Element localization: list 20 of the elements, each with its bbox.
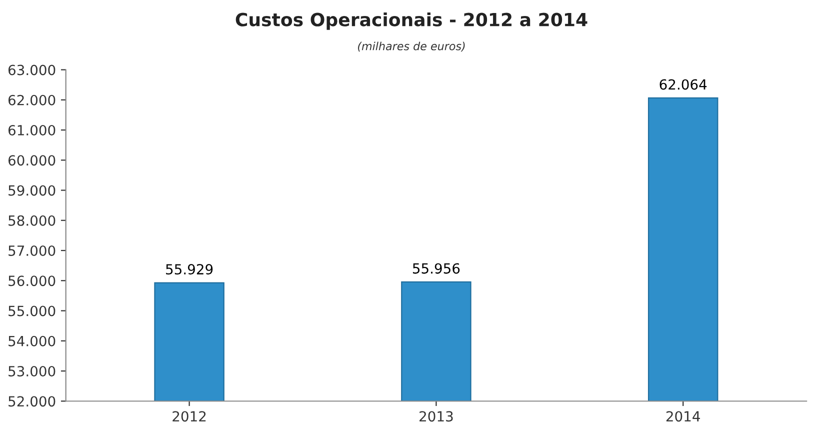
y-tick-label: 63.000	[8, 64, 56, 76]
y-tick-label: 54.000	[8, 336, 56, 346]
data-label: 62.064	[660, 79, 707, 90]
y-tick-label: 52.000	[8, 396, 56, 407]
y-tick-label: 53.000	[8, 366, 56, 376]
data-label: 55.929	[166, 264, 213, 275]
y-tick-label: 59.000	[8, 185, 56, 196]
y-tick-label: 58.000	[8, 215, 56, 226]
y-tick-label: 61.000	[8, 124, 56, 136]
y-tick-label: 56.000	[8, 276, 56, 286]
x-tick-label: 2012	[172, 411, 206, 422]
y-tick-label: 62.000	[8, 94, 56, 106]
x-tick-label: 2013	[420, 411, 453, 422]
x-tick-label: 2014	[666, 411, 700, 422]
data-label: 55.956	[412, 263, 460, 274]
chart-subtitle: (milhares de euros)	[358, 42, 465, 52]
chart-title: Custos Operacionais - 2012 a 2014	[236, 12, 588, 30]
y-tick-label: 60.000	[8, 155, 56, 166]
y-tick-label: 55.000	[8, 306, 56, 316]
y-tick-label: 57.000	[8, 245, 56, 256]
